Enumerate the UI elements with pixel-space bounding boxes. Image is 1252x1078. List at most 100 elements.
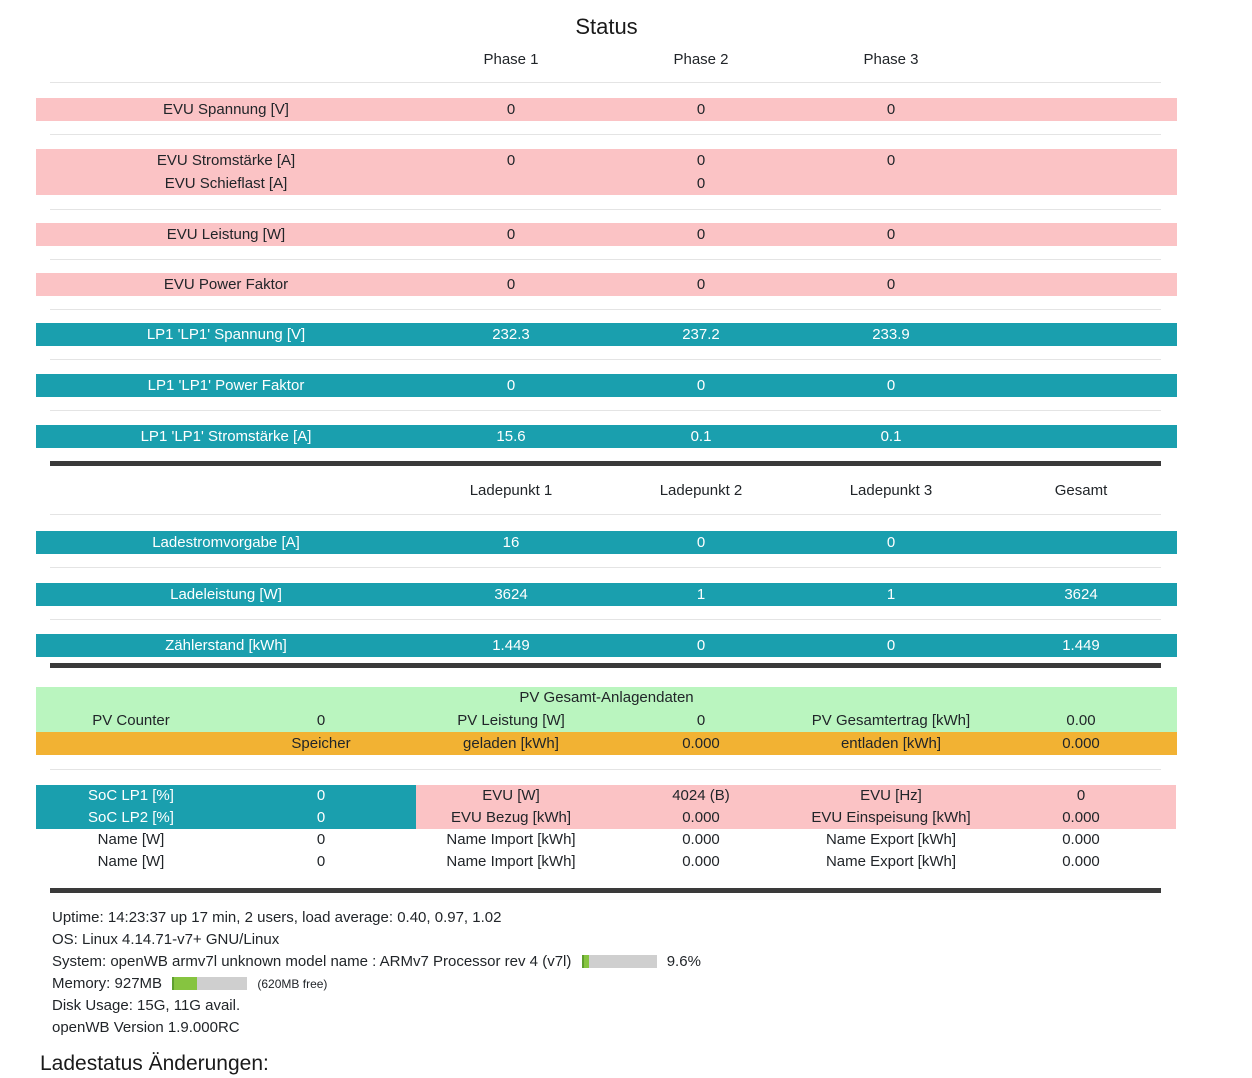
divider <box>50 619 1161 620</box>
memory-usage-bar <box>172 976 248 990</box>
name-import-value: 0.000 <box>682 853 720 870</box>
value-phase1: 0 <box>506 377 516 394</box>
value-lp1: 1.449 <box>492 637 530 654</box>
row-label: LP1 'LP1' Spannung [V] <box>146 326 306 343</box>
row-label: EVU Schieflast [A] <box>164 175 288 192</box>
pv-section-title: PV Gesamt-Anlagendaten <box>519 689 694 706</box>
divider <box>50 567 1161 568</box>
page-title: Status <box>575 14 638 39</box>
pv-gesamtertrag-value: 0.00 <box>1066 712 1096 729</box>
row-label: LP1 'LP1' Power Faktor <box>147 377 305 394</box>
row-label: LP1 'LP1' Stromstärke [A] <box>140 428 312 445</box>
name-export-value: 0.000 <box>1062 853 1100 870</box>
value-phase1 <box>416 172 606 195</box>
meter-row-3: Name [W] 0 Name Import [kWh] 0.000 Name … <box>36 829 1177 851</box>
value-phase3: 0 <box>886 101 896 118</box>
value-phase3: 0 <box>886 152 896 169</box>
cpu-usage-bar <box>581 954 657 968</box>
phase1-header: Phase 1 <box>483 51 539 68</box>
value-phase3: 0 <box>886 226 896 243</box>
value-phase1: 232.3 <box>492 326 530 343</box>
gesamt-header: Gesamt <box>1054 482 1108 499</box>
system-info: Uptime: 14:23:37 up 17 min, 2 users, loa… <box>52 907 1177 1039</box>
divider <box>50 82 1161 83</box>
meter-row-4: Name [W] 0 Name Import [kWh] 0.000 Name … <box>36 851 1177 873</box>
value-phase1: 0 <box>506 276 516 293</box>
name-import-value: 0.000 <box>682 831 720 848</box>
memory-label: Memory: 927MB <box>52 975 163 992</box>
evu-w-label: EVU [W] <box>416 785 606 807</box>
ladestatus-heading: Ladestatus Änderungen: <box>40 1052 269 1075</box>
row-label: EVU Power Faktor <box>163 276 289 293</box>
storage-row: Speicher geladen [kWh] 0.000 entladen [k… <box>36 732 1177 755</box>
name-export-label: Name Export [kWh] <box>825 853 957 870</box>
pv-leistung-value: 0 <box>696 712 706 729</box>
phase2-header: Phase 2 <box>673 51 729 68</box>
meter-section: SoC LP1 [%] 0 EVU [W] 4024 (B) EVU [Hz] … <box>36 785 1177 873</box>
row-label: Ladeleistung [W] <box>170 586 282 603</box>
value-phase3 <box>796 172 986 195</box>
os-text: OS: Linux 4.14.71-v7+ GNU/Linux <box>52 931 280 948</box>
evu-bezug-value: 0.000 <box>606 807 796 829</box>
pv-section: PV Gesamt-Anlagendaten PV Counter 0 PV L… <box>36 687 1177 732</box>
evu-bezug-label: EVU Bezug [kWh] <box>416 807 606 829</box>
soc-lp2-value: 0 <box>226 807 416 829</box>
system-text: System: openWB armv7l unknown model name… <box>52 951 1177 973</box>
storage-label: Speicher <box>291 735 351 752</box>
ladepunkt1-header: Ladepunkt 1 <box>469 482 553 499</box>
row-lp1-stromstaerke: LP1 'LP1' Stromstärke [A] 15.6 0.1 0.1 <box>36 425 1177 448</box>
row-label: Ladestromvorgabe [A] <box>152 534 300 551</box>
name-w-label: Name [W] <box>97 853 165 870</box>
row-label: EVU Spannung [V] <box>163 101 289 118</box>
divider <box>50 769 1161 770</box>
storage-entladen-value: 0.000 <box>1062 735 1100 752</box>
disk-text: Disk Usage: 15G, 11G avail. <box>52 997 241 1014</box>
storage-geladen-label: geladen [kWh] <box>463 735 559 752</box>
value-phase2: 0 <box>696 175 706 192</box>
pv-gesamtertrag-label: PV Gesamtertrag [kWh] <box>811 712 971 729</box>
pv-leistung-label: PV Leistung [W] <box>457 712 565 729</box>
ladepunkt2-header: Ladepunkt 2 <box>659 482 743 499</box>
soc-lp1-value: 0 <box>226 785 416 807</box>
row-ladestromvorgabe: Ladestromvorgabe [A] 16 0 0 <box>36 531 1177 554</box>
phase-header-row: Phase 1 Phase 2 Phase 3 <box>36 50 1177 70</box>
phase3-header: Phase 3 <box>863 51 919 68</box>
chargepoint-header-row: Ladepunkt 1 Ladepunkt 2 Ladepunkt 3 Gesa… <box>36 481 1177 501</box>
value-phase3: 0.1 <box>880 428 902 445</box>
value-lp3: 0 <box>886 534 896 551</box>
pv-counter-label: PV Counter <box>92 712 170 729</box>
row-lp1-spannung: LP1 'LP1' Spannung [V] 232.3 237.2 233.9 <box>36 323 1177 346</box>
value-lp2: 1 <box>696 586 706 603</box>
row-label: EVU Stromstärke [A] <box>156 152 296 169</box>
evu-hz-label: EVU [Hz] <box>796 785 986 807</box>
row-label: Zählerstand [kWh] <box>165 637 287 654</box>
value-lp1: 3624 <box>494 586 528 603</box>
divider <box>50 134 1161 135</box>
row-evu-spannung: EVU Spannung [V] 0 0 0 <box>36 98 1177 121</box>
value-gesamt: 3624 <box>1064 586 1098 603</box>
value-phase1: 0 <box>506 101 516 118</box>
evu-einspeisung-value: 0.000 <box>986 807 1176 829</box>
value-phase1: 15.6 <box>496 428 526 445</box>
value-phase2: 0 <box>696 226 706 243</box>
memory-free: (620MB free) <box>257 977 328 991</box>
memory-text: Memory: 927MB (620MB free) <box>52 973 1177 995</box>
name-w-value: 0 <box>316 853 326 870</box>
cpu-percent: 9.6% <box>666 953 701 970</box>
meter-row-1: SoC LP1 [%] 0 EVU [W] 4024 (B) EVU [Hz] … <box>36 785 1177 807</box>
meter-row-2: SoC LP2 [%] 0 EVU Bezug [kWh] 0.000 EVU … <box>36 807 1177 829</box>
value-phase2: 0 <box>696 276 706 293</box>
row-evu-power-faktor: EVU Power Faktor 0 0 0 <box>36 273 1177 296</box>
row-label: EVU Leistung [W] <box>166 226 286 243</box>
soc-lp2-label: SoC LP2 [%] <box>36 807 226 829</box>
divider <box>50 410 1161 411</box>
row-evu-stromstaerke-schieflast: EVU Stromstärke [A] 0 0 0 EVU Schieflast… <box>36 149 1177 195</box>
name-w-value: 0 <box>316 831 326 848</box>
storage-geladen-value: 0.000 <box>682 735 720 752</box>
name-import-label: Name Import [kWh] <box>446 853 576 870</box>
divider <box>50 309 1161 310</box>
value-gesamt <box>986 531 1176 554</box>
divider <box>50 359 1161 360</box>
name-export-label: Name Export [kWh] <box>825 831 957 848</box>
soc-lp1-label: SoC LP1 [%] <box>36 785 226 807</box>
